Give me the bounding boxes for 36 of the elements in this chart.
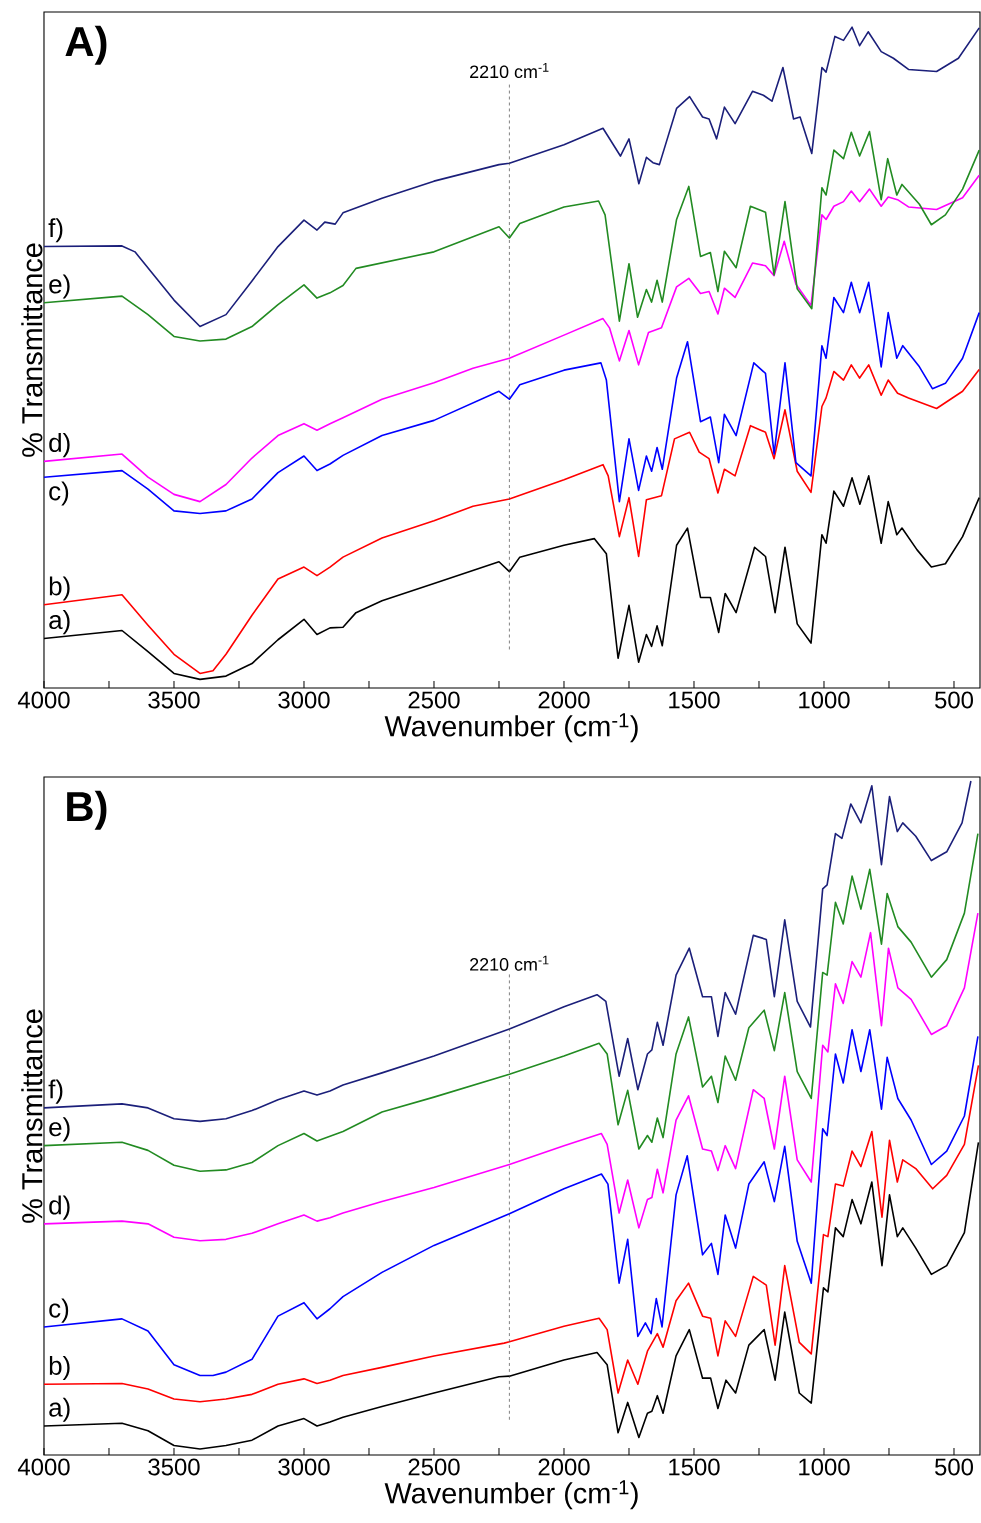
x-axis-title: Wavenumber (cm$^{-1}$) <box>384 713 638 743</box>
y-axis-title: % Transmittance <box>21 1009 43 1223</box>
y-axis-title: % Transmittance <box>21 243 43 457</box>
x-tick-label: 4000 <box>17 691 70 709</box>
series-label: a) <box>49 610 70 635</box>
ref-line-label: 2210 cm$^{-1}$ <box>470 955 549 971</box>
chart-title: A) <box>65 25 107 65</box>
x-tick-label: 1000 <box>799 1458 850 1476</box>
series-label: c) <box>49 481 69 506</box>
x-tick-label: 1500 <box>669 691 720 709</box>
series-label: b) <box>49 1355 70 1381</box>
x-tick-label: 500 <box>935 1458 973 1476</box>
series-label: e) <box>49 1117 70 1142</box>
series-label: a) <box>49 1397 70 1422</box>
series-label: f) <box>48 218 63 243</box>
x-tick-label: 1500 <box>669 1458 720 1476</box>
x-tick-label: 2500 <box>408 1458 460 1476</box>
x-tick-label: 4000 <box>17 1458 70 1476</box>
ref-line-label: 2210 cm$^{-1}$ <box>470 63 549 79</box>
x-tick-label: 3000 <box>278 691 330 709</box>
x-tick-label: 1000 <box>799 691 850 709</box>
x-tick-label: 2000 <box>538 1458 590 1476</box>
x-axis-title: Wavenumber (cm$^{-1}$) <box>384 1480 638 1510</box>
x-tick-label: 3500 <box>148 691 200 709</box>
x-tick-label: 3000 <box>278 1458 330 1476</box>
series-label: e) <box>49 274 70 299</box>
series-label: b) <box>49 576 70 601</box>
chart-title: B) <box>67 790 107 830</box>
series-label: d) <box>49 433 70 458</box>
x-tick-label: 2000 <box>538 691 590 709</box>
series-label: d) <box>49 1195 70 1220</box>
series-label: f) <box>48 1079 63 1104</box>
x-tick-label: 500 <box>935 691 973 709</box>
series-label: c) <box>49 1298 69 1323</box>
x-tick-label: 3500 <box>148 1458 200 1476</box>
x-tick-label: 2500 <box>408 691 460 709</box>
